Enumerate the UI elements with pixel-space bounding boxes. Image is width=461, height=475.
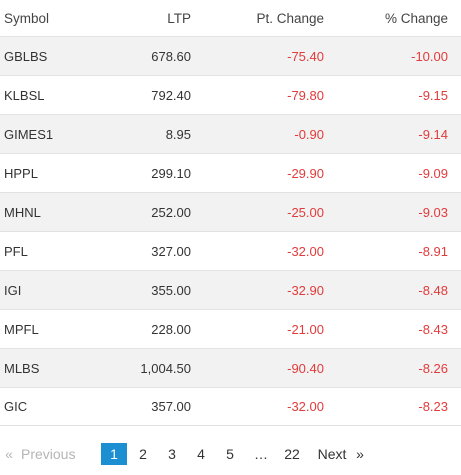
column-header-pt-change[interactable]: Pt. Change — [256, 10, 324, 26]
page-button-4[interactable]: 4 — [197, 446, 205, 462]
next-arrow-icon[interactable]: » — [356, 446, 364, 462]
pagination-ellipsis: … — [254, 446, 268, 462]
cell-ltp: 792.40 — [151, 87, 191, 103]
cell-symbol[interactable]: IGI — [4, 282, 22, 298]
cell-ltp: 8.95 — [165, 126, 191, 142]
column-header-symbol[interactable]: Symbol — [4, 10, 50, 26]
cell-symbol[interactable]: KLBSL — [4, 87, 45, 103]
column-header-pct-change[interactable]: % Change — [384, 10, 448, 26]
cell-pct-change: -8.43 — [418, 321, 448, 337]
cell-symbol[interactable]: PFL — [4, 243, 28, 259]
cell-pt-change: -21.00 — [287, 321, 324, 337]
cell-pt-change: -79.80 — [287, 87, 324, 103]
top-losers-table: Symbol LTP Pt. Change % Change GBLBS 678.… — [0, 0, 461, 426]
cell-ltp: 678.60 — [151, 48, 191, 64]
cell-pt-change: -32.00 — [287, 399, 324, 414]
table-row[interactable]: KLBSL 792.40 -79.80 -9.15 — [0, 75, 461, 114]
table-header: Symbol LTP Pt. Change % Change — [0, 0, 461, 36]
cell-pct-change: -8.26 — [418, 360, 448, 376]
page-button-3[interactable]: 3 — [168, 446, 176, 462]
cell-ltp: 252.00 — [151, 204, 191, 220]
cell-pct-change: -10.00 — [411, 48, 448, 64]
cell-symbol[interactable]: GIC — [4, 399, 28, 414]
cell-ltp: 355.00 — [151, 282, 191, 298]
previous-arrow-icon: « — [5, 446, 13, 462]
cell-symbol[interactable]: MLBS — [4, 360, 40, 376]
cell-pt-change: -29.90 — [287, 165, 324, 181]
cell-ltp: 327.00 — [151, 243, 191, 259]
page-button-1[interactable]: 1 — [101, 443, 127, 465]
previous-page-button: Previous — [21, 446, 76, 462]
cell-ltp: 228.00 — [151, 321, 191, 337]
cell-pct-change: -9.15 — [418, 87, 448, 103]
cell-pct-change: -9.09 — [418, 165, 448, 181]
cell-symbol[interactable]: MHNL — [4, 204, 41, 220]
cell-symbol[interactable]: GBLBS — [4, 48, 48, 64]
cell-symbol[interactable]: MPFL — [4, 321, 39, 337]
cell-pct-change: -8.23 — [418, 399, 448, 414]
cell-pt-change: -75.40 — [287, 48, 324, 64]
cell-pt-change: -32.90 — [287, 282, 324, 298]
page-button-last[interactable]: 22 — [284, 446, 300, 462]
cell-pct-change: -8.48 — [418, 282, 448, 298]
cell-pct-change: -9.03 — [418, 204, 448, 220]
page-button-2[interactable]: 2 — [139, 446, 147, 462]
cell-pct-change: -9.14 — [418, 126, 448, 142]
page-button-5[interactable]: 5 — [226, 446, 234, 462]
next-page-button[interactable]: Next — [317, 446, 347, 462]
table-row[interactable]: HPPL 299.10 -29.90 -9.09 — [0, 153, 461, 192]
cell-ltp: 357.00 — [151, 399, 191, 414]
table-row[interactable]: GIMES1 8.95 -0.90 -9.14 — [0, 114, 461, 153]
table-body: GBLBS 678.60 -75.40 -10.00 KLBSL 792.40 -79.80… — [0, 36, 461, 426]
column-header-ltp[interactable]: LTP — [167, 10, 191, 26]
cell-pct-change: -8.91 — [418, 243, 448, 259]
table-row[interactable]: MLBS 1,004.50 -90.40 -8.26 — [0, 348, 461, 387]
cell-symbol[interactable]: GIMES1 — [4, 126, 54, 142]
table-row[interactable]: GBLBS 678.60 -75.40 -10.00 — [0, 36, 461, 75]
cell-pt-change: -90.40 — [287, 360, 324, 376]
table-row[interactable]: PFL 327.00 -32.00 -8.91 — [0, 231, 461, 270]
cell-symbol[interactable]: HPPL — [4, 165, 38, 181]
cell-ltp: 1,004.50 — [140, 360, 191, 376]
table-row[interactable]: MPFL 228.00 -21.00 -8.43 — [0, 309, 461, 348]
cell-ltp: 299.10 — [151, 165, 191, 181]
table-row[interactable]: IGI 355.00 -32.90 -8.48 — [0, 270, 461, 309]
cell-pt-change: -0.90 — [294, 126, 324, 142]
table-row[interactable]: MHNL 252.00 -25.00 -9.03 — [0, 192, 461, 231]
table-row[interactable]: GIC 357.00 -32.00 -8.23 — [0, 387, 461, 426]
cell-pt-change: -25.00 — [287, 204, 324, 220]
cell-pt-change: -32.00 — [287, 243, 324, 259]
